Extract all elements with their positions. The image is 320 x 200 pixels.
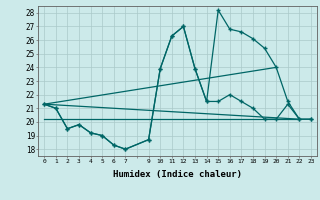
X-axis label: Humidex (Indice chaleur): Humidex (Indice chaleur) [113,170,242,179]
